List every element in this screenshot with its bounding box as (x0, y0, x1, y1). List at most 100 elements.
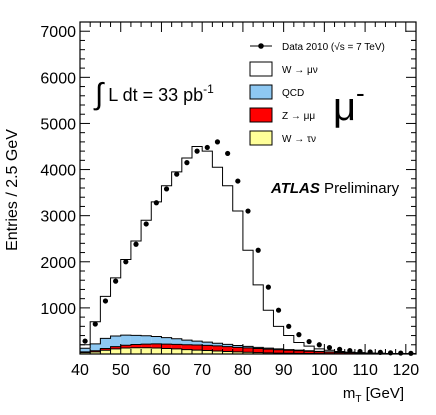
bin-wmunu (242, 250, 254, 347)
bin-zmumu (283, 350, 294, 354)
legend-swatch-qcd (249, 84, 273, 100)
bin-wtaunu (161, 348, 172, 354)
data-point (265, 284, 271, 290)
bin-zmumu (90, 350, 101, 352)
data-point (337, 346, 343, 352)
bin-wtaunu (80, 352, 91, 354)
bin-zmumu (314, 351, 325, 354)
bin-wmunu (80, 344, 91, 349)
bin-qcd (110, 336, 121, 347)
bin-wmunu (324, 350, 335, 352)
data-point (153, 200, 159, 206)
bin-qcd (202, 342, 213, 346)
data-point (235, 178, 241, 184)
bin-zmumu (130, 344, 142, 348)
legend-label-wmunu: W → μν (282, 65, 318, 76)
data-point (255, 247, 261, 253)
bin-wmunu (130, 241, 142, 336)
bin-zmumu (253, 348, 264, 353)
legend-label-wtaunu: W → τν (282, 134, 316, 145)
bin-wmunu (171, 171, 182, 339)
bin-zmumu (202, 345, 213, 351)
bin-zmumu (273, 349, 284, 354)
legend-label-qcd: QCD (282, 88, 304, 99)
bin-wmunu (181, 158, 192, 341)
x-tick-label: 70 (193, 362, 211, 379)
legend-swatch-zmumu (249, 107, 273, 123)
bin-wtaunu (90, 351, 101, 354)
y-tick-label: 2000 (40, 255, 76, 272)
data-point (398, 350, 404, 356)
bin-wmunu (202, 151, 213, 343)
y-tick-label: 1000 (40, 301, 76, 318)
bin-wtaunu (120, 348, 131, 354)
y-tick-label: 7000 (40, 24, 76, 41)
data-point (184, 160, 190, 166)
bin-zmumu (110, 346, 121, 349)
legend-data-marker (258, 43, 264, 49)
y-tick-label: 4000 (40, 163, 76, 180)
bin-qcd (161, 337, 172, 345)
bin-qcd (222, 344, 233, 347)
bin-wmunu (192, 146, 203, 342)
bin-qcd (242, 346, 254, 348)
bin-wmunu (212, 167, 223, 344)
bin-wtaunu (171, 348, 182, 354)
bin-wmunu (283, 335, 294, 350)
bin-wmunu (232, 211, 243, 346)
x-tick-label: 60 (153, 362, 171, 379)
bin-wtaunu (232, 351, 243, 354)
bin-qcd (130, 335, 142, 345)
bin-wtaunu (130, 347, 142, 354)
bin-qcd (171, 338, 182, 345)
lumi-text: L dt = 33 pb (103, 85, 203, 105)
bin-wtaunu (100, 350, 111, 354)
x-tick-label: 90 (275, 362, 293, 379)
bin-zmumu (304, 351, 315, 354)
bin-zmumu (232, 347, 243, 352)
data-point (408, 350, 414, 356)
y-tick-label: 3000 (40, 209, 76, 226)
atlas-label: ATLAS Preliminary (270, 180, 400, 197)
data-point (326, 344, 333, 351)
preliminary-word: Preliminary (320, 180, 400, 197)
bin-wmunu (253, 284, 264, 348)
bin-wtaunu (202, 350, 213, 354)
bin-zmumu (263, 349, 274, 353)
data-point (102, 298, 109, 304)
bin-zmumu (141, 344, 152, 348)
bin-zmumu (100, 348, 111, 351)
y-tick-label: 5000 (40, 116, 76, 133)
bin-qcd (263, 348, 274, 350)
data-point (113, 278, 119, 284)
y-axis-label: Entries / 2.5 GeV (4, 129, 21, 251)
bin-wmunu (100, 296, 111, 339)
bin-wtaunu (141, 347, 152, 354)
lumi-superscript: -1 (203, 82, 214, 96)
legend: Data 2010 (√s = 7 TeV) W → μν QCD Z → μμ W … (249, 41, 385, 146)
data-point (204, 144, 210, 151)
data-point (194, 148, 200, 154)
data-point (245, 208, 251, 214)
bin-wtaunu (253, 352, 264, 354)
bin-zmumu (151, 343, 162, 349)
bin-wtaunu (192, 350, 203, 354)
legend-data-label: Data 2010 (√s = 7 TeV) (282, 41, 385, 53)
data-point (163, 186, 170, 192)
data-point (82, 338, 88, 344)
lumi-integral-sign: ∫ (93, 78, 105, 111)
bin-wmunu (151, 201, 162, 337)
outline-wmunu (79, 146, 417, 355)
legend-data-entry: Data 2010 (√s = 7 TeV) (250, 41, 385, 53)
bin-zmumu (161, 344, 172, 349)
bin-zmumu (242, 347, 254, 353)
bin-wmunu (304, 346, 315, 351)
bin-qcd (120, 335, 131, 346)
data-point (357, 348, 363, 355)
bin-wmunu (263, 310, 274, 349)
data-point (275, 307, 282, 313)
data-point (347, 347, 353, 354)
bin-zmumu (222, 346, 233, 352)
bin-wmunu (222, 185, 233, 345)
